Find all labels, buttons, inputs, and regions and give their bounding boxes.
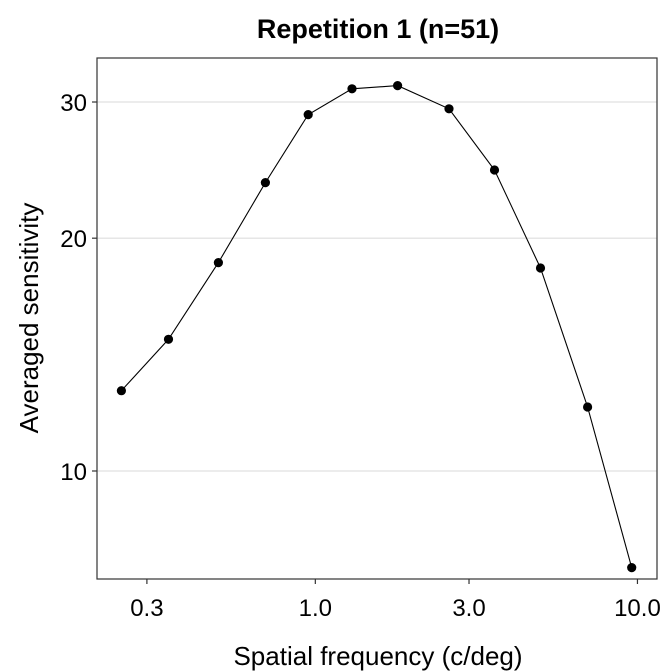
data-point (444, 104, 454, 114)
x-tick-label: 10.0 (614, 595, 661, 622)
x-tick-label: 0.3 (130, 595, 163, 622)
y-tick-label: 10 (60, 459, 87, 486)
grid-lines (97, 101, 657, 472)
y-axis-title: Averaged sensitivity (14, 203, 44, 434)
plot-panel (96, 57, 658, 580)
data-point (627, 563, 637, 573)
series (116, 81, 637, 573)
data-point (393, 81, 403, 91)
data-point (260, 178, 270, 188)
series-line (120, 85, 633, 568)
data-point (303, 110, 313, 120)
data-point (583, 402, 593, 412)
x-tick-label: 1.0 (299, 595, 332, 622)
data-point (347, 84, 357, 94)
data-point (489, 165, 500, 175)
axis-ticks: 10 20 30 0.3 1.0 3.0 10.0 (60, 90, 661, 622)
y-tick-label: 30 (60, 90, 87, 117)
data-point (116, 386, 126, 396)
x-axis-title: Spatial frequency (c/deg) (233, 641, 522, 671)
x-tick-label: 3.0 (452, 595, 485, 622)
data-point (535, 263, 546, 273)
data-point (213, 258, 223, 268)
chart-title: Repetition 1 (n=51) (257, 14, 499, 44)
data-point (163, 334, 174, 344)
y-tick-label: 20 (60, 226, 87, 253)
